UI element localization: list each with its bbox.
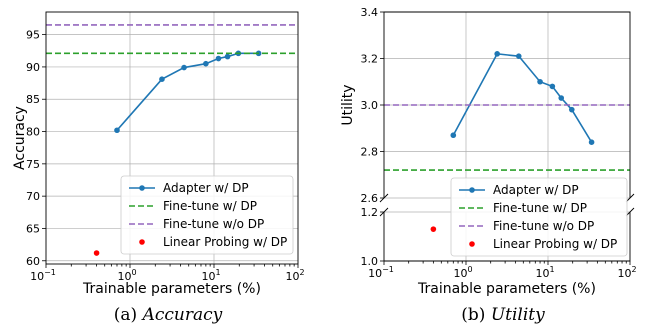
chart-b-top-y-tick-label: 3.2 <box>361 53 379 66</box>
chart-b-top-frame <box>383 11 631 198</box>
chart-b-legend-label: Fine-tune w/o DP <box>493 219 594 233</box>
chart-a-x-tick-label: 10−1 <box>30 268 56 283</box>
chart-a-y-tick-label: 85 <box>26 93 40 106</box>
chart-b-top-adapter-point <box>588 139 595 145</box>
chart-a-adapter-point <box>215 55 222 62</box>
chart-a-legend-swatch <box>139 239 145 245</box>
chart-a-y-tick-label: 80 <box>26 126 40 139</box>
chart-a-y-tick-label: 75 <box>26 158 40 171</box>
chart-b-bottom-y-tick-label: 1.2 <box>361 206 379 219</box>
chart-a-legend-label: Fine-tune w/o DP <box>163 217 264 231</box>
chart-b-top-adapter-point <box>568 106 575 113</box>
chart-b-caption: (b) Utility <box>461 305 545 325</box>
chart-a-legend-label: Linear Probing w/ DP <box>163 235 287 249</box>
chart-b-top-adapter-point <box>515 53 522 59</box>
chart-b-top-y-tick-label: 3.0 <box>361 99 379 112</box>
chart-a: 60 65 70 75 80 85 90 95 10−1 100 101 102 Adapter w/ … <box>12 11 305 325</box>
chart-a-y-tick-label: 90 <box>26 61 40 74</box>
chart-a-x-tick-label: 100 <box>117 268 136 283</box>
chart-b-top-series-layer <box>384 51 630 171</box>
chart-a-adapter-point <box>181 64 187 71</box>
chart-b-bottom-frame <box>383 212 631 262</box>
chart-b-bottom-y-tick-label: 1.0 <box>361 255 379 268</box>
chart-b-bottom-linear-probing-point <box>430 226 437 232</box>
chart-a-adapter-point <box>159 76 165 82</box>
chart-a-adapter-point <box>203 60 209 67</box>
chart-b-axis-break-mark <box>379 193 389 203</box>
chart-b-x-tick-label: 100 <box>453 265 472 280</box>
chart-a-legend-swatch-marker <box>139 185 145 191</box>
chart-a-series-layer <box>46 24 298 256</box>
chart-b-legend-label: Linear Probing w/ DP <box>493 237 617 251</box>
chart-b-top-adapter-point <box>450 132 457 139</box>
chart-a-y-tick-label: 95 <box>26 29 40 42</box>
chart-b-legend-swatch <box>469 241 475 247</box>
chart-a-adapter-point <box>114 127 120 134</box>
chart-b-top-adapter-point <box>549 83 556 90</box>
chart-a-x-tick-label: 102 <box>285 268 304 283</box>
chart-a-linear-probing-point <box>93 250 100 256</box>
chart-a-x-axis-label: Trainable parameters (%) <box>82 281 261 297</box>
chart-a-y-tick-label: 65 <box>26 222 40 235</box>
chart-b-bottom-series-layer <box>430 226 437 232</box>
chart-a-adapter-point <box>224 53 231 60</box>
chart-b-legend-swatch-marker <box>469 187 475 193</box>
chart-b-axis-break-mark <box>379 207 389 217</box>
chart-a-x-tick-label: 101 <box>201 268 220 283</box>
chart-b-top-y-tick-label: 2.6 <box>361 192 379 205</box>
chart-b-legend-label: Adapter w/ DP <box>493 183 579 197</box>
chart-b: 2.6 2.8 3.0 3.2 3.4 1.0 1.2 10−1 100 101 102 Adapte… <box>340 6 637 325</box>
chart-a-adapter-line <box>116 52 259 131</box>
chart-a-plot-frame <box>45 11 299 265</box>
chart-b-legend-box <box>450 177 628 257</box>
chart-a-y-tick-label: 70 <box>26 190 40 203</box>
chart-a-legend-box <box>120 175 294 255</box>
chart-b-y-axis-label: Utility <box>340 84 356 125</box>
chart-b-top-adapter-point <box>537 78 543 85</box>
chart-a-legend-label: Adapter w/ DP <box>163 181 249 195</box>
chart-b-x-tick-label: 10−1 <box>368 265 394 280</box>
chart-b-top-y-tick-label: 3.4 <box>361 6 379 19</box>
chart-b-x-tick-label: 101 <box>535 265 554 280</box>
chart-a-legend-label: Fine-tune w/ DP <box>163 199 257 213</box>
chart-b-x-axis-label: Trainable parameters (%) <box>417 281 596 297</box>
chart-b-top-adapter-point <box>494 51 500 57</box>
chart-a-y-tick-label: 60 <box>26 255 40 268</box>
chart-b-x-tick-label: 102 <box>617 265 636 280</box>
chart-a-caption: (a) Accuracy <box>114 305 223 325</box>
chart-b-top-y-tick-label: 2.8 <box>361 146 379 159</box>
chart-b-top-adapter-point <box>558 95 565 101</box>
chart-b-top-adapter-line <box>452 52 593 143</box>
chart-a-y-axis-label: Accuracy <box>12 106 28 170</box>
chart-b-legend-label: Fine-tune w/ DP <box>493 201 587 215</box>
